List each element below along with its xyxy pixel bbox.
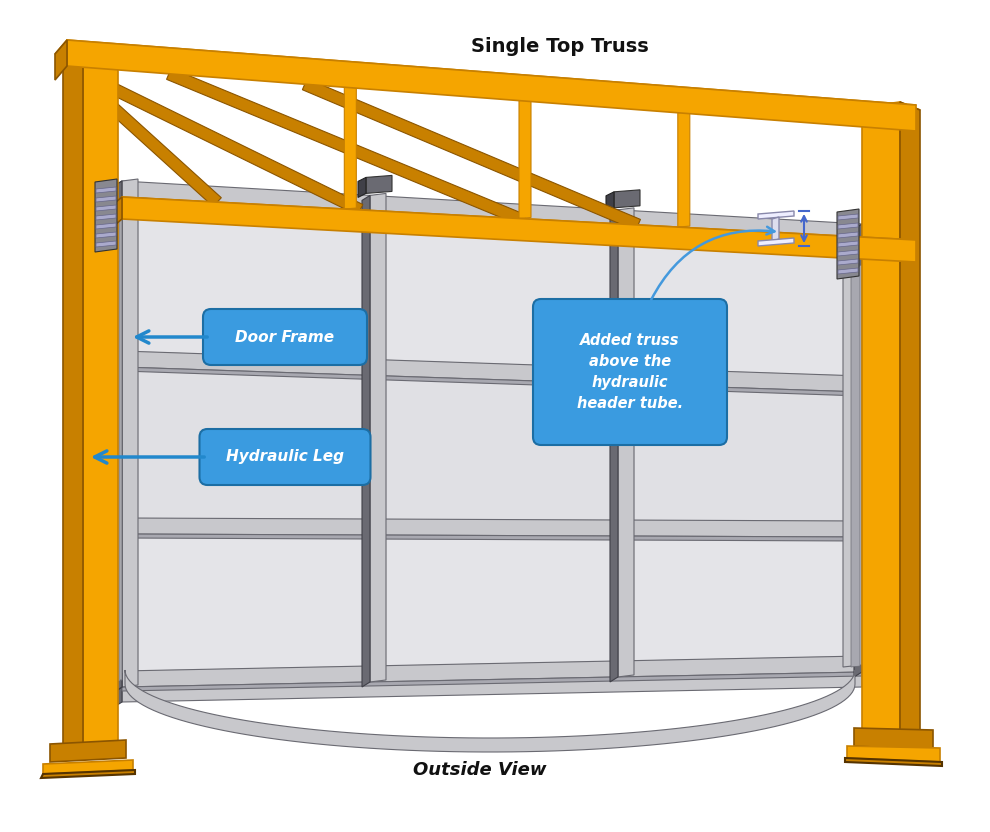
Polygon shape [678, 111, 690, 227]
Polygon shape [519, 100, 531, 219]
Polygon shape [847, 746, 940, 762]
Polygon shape [837, 209, 859, 279]
Polygon shape [114, 518, 122, 539]
Polygon shape [96, 196, 116, 202]
Polygon shape [843, 265, 862, 667]
Polygon shape [854, 728, 933, 750]
Polygon shape [122, 534, 862, 541]
Polygon shape [114, 351, 122, 372]
Polygon shape [138, 534, 370, 671]
Polygon shape [838, 223, 858, 229]
Polygon shape [96, 241, 116, 247]
Polygon shape [41, 770, 135, 778]
Polygon shape [96, 187, 116, 193]
Polygon shape [386, 535, 618, 666]
Polygon shape [122, 656, 862, 687]
Polygon shape [114, 687, 122, 707]
Polygon shape [138, 368, 370, 519]
Polygon shape [96, 232, 116, 238]
Polygon shape [114, 671, 122, 692]
Polygon shape [110, 197, 122, 229]
Polygon shape [63, 62, 222, 206]
Polygon shape [610, 210, 618, 682]
Polygon shape [838, 232, 858, 238]
FancyBboxPatch shape [533, 299, 727, 445]
Polygon shape [108, 211, 120, 682]
Polygon shape [50, 740, 126, 762]
Polygon shape [95, 179, 117, 252]
Polygon shape [862, 222, 878, 672]
FancyBboxPatch shape [203, 309, 367, 365]
Polygon shape [838, 259, 858, 265]
Polygon shape [366, 176, 392, 193]
Polygon shape [880, 102, 920, 123]
Polygon shape [634, 384, 862, 521]
Polygon shape [386, 212, 618, 368]
Polygon shape [345, 87, 356, 209]
Polygon shape [114, 181, 122, 202]
Polygon shape [838, 214, 858, 220]
Polygon shape [122, 197, 862, 244]
Polygon shape [114, 673, 122, 692]
Polygon shape [138, 198, 370, 359]
Polygon shape [63, 42, 83, 752]
Polygon shape [900, 102, 920, 740]
Polygon shape [55, 40, 916, 119]
Polygon shape [302, 79, 641, 230]
Polygon shape [122, 181, 862, 240]
Polygon shape [122, 518, 862, 537]
Polygon shape [83, 42, 118, 744]
Text: Hydraulic Leg: Hydraulic Leg [226, 449, 344, 464]
Polygon shape [772, 217, 779, 241]
Polygon shape [96, 205, 116, 211]
Polygon shape [606, 192, 614, 212]
Polygon shape [854, 224, 862, 677]
Polygon shape [110, 197, 916, 250]
Polygon shape [55, 40, 67, 80]
Polygon shape [862, 102, 900, 732]
Text: Outside View: Outside View [413, 761, 546, 779]
FancyBboxPatch shape [200, 429, 370, 485]
Text: Door Frame: Door Frame [236, 329, 335, 344]
Polygon shape [67, 40, 916, 131]
Polygon shape [614, 190, 640, 208]
Polygon shape [758, 211, 794, 219]
Polygon shape [122, 351, 862, 392]
Polygon shape [114, 181, 122, 692]
Polygon shape [634, 536, 862, 661]
Polygon shape [370, 193, 386, 682]
Polygon shape [122, 179, 138, 687]
Polygon shape [845, 758, 942, 766]
Polygon shape [63, 42, 118, 55]
Polygon shape [851, 266, 860, 667]
Polygon shape [96, 223, 116, 229]
Polygon shape [838, 241, 858, 247]
Polygon shape [838, 268, 858, 274]
Polygon shape [96, 214, 116, 220]
Polygon shape [122, 197, 916, 262]
Polygon shape [838, 250, 858, 256]
Text: Single Top Truss: Single Top Truss [471, 37, 648, 56]
Polygon shape [43, 760, 133, 774]
Polygon shape [125, 670, 855, 752]
Polygon shape [362, 196, 370, 687]
Polygon shape [634, 227, 862, 376]
Polygon shape [122, 367, 862, 396]
Polygon shape [100, 210, 122, 682]
Polygon shape [122, 672, 862, 702]
Polygon shape [758, 238, 794, 246]
Text: Added truss
above the
hydraulic
header tube.: Added truss above the hydraulic header t… [577, 333, 683, 411]
Polygon shape [122, 672, 862, 691]
Polygon shape [64, 61, 363, 215]
Polygon shape [358, 177, 366, 197]
Polygon shape [166, 68, 522, 224]
Polygon shape [618, 208, 634, 677]
Polygon shape [386, 376, 618, 520]
Polygon shape [122, 197, 862, 687]
